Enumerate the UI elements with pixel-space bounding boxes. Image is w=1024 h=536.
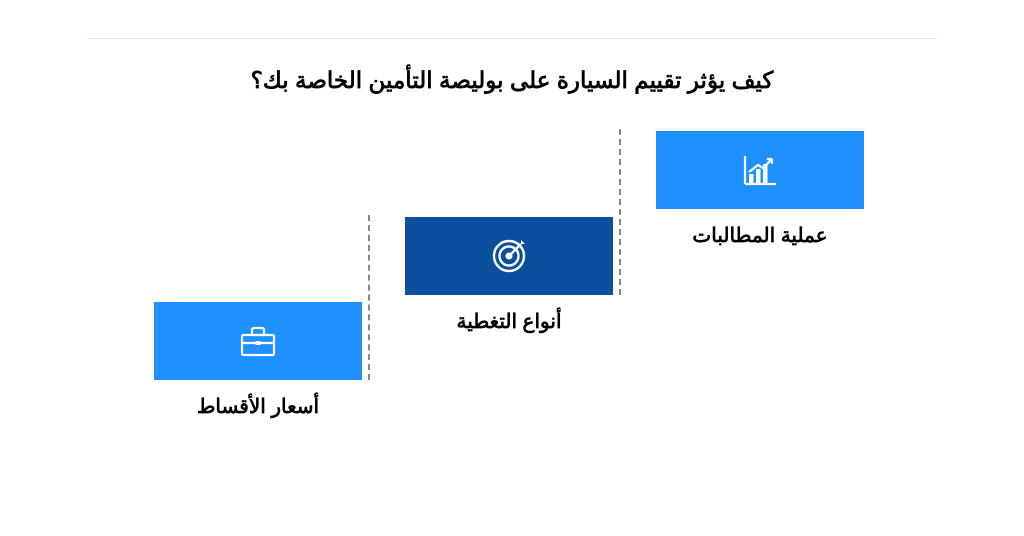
step-coverage-types: أنواع التغطية xyxy=(405,217,613,334)
top-rule xyxy=(87,38,937,39)
target-icon xyxy=(487,234,531,278)
step-coverage-types-label: أنواع التغطية xyxy=(405,309,613,334)
step-claims-process-box xyxy=(656,131,864,209)
step-premium-rates-label: أسعار الأقساط xyxy=(154,394,362,419)
chart-up-icon xyxy=(740,152,780,188)
step-premium-rates-box xyxy=(154,302,362,380)
step-divider-0 xyxy=(368,215,370,380)
step-claims-process: عملية المطالبات xyxy=(656,131,864,248)
infographic-title: كيف يؤثر تقييم السيارة على بوليصة التأمي… xyxy=(0,67,1024,94)
step-claims-process-label: عملية المطالبات xyxy=(656,223,864,248)
step-premium-rates: أسعار الأقساط xyxy=(154,302,362,419)
infographic-canvas: كيف يؤثر تقييم السيارة على بوليصة التأمي… xyxy=(0,0,1024,536)
step-divider-1 xyxy=(619,129,621,295)
briefcase-icon xyxy=(238,323,278,359)
step-coverage-types-box xyxy=(405,217,613,295)
